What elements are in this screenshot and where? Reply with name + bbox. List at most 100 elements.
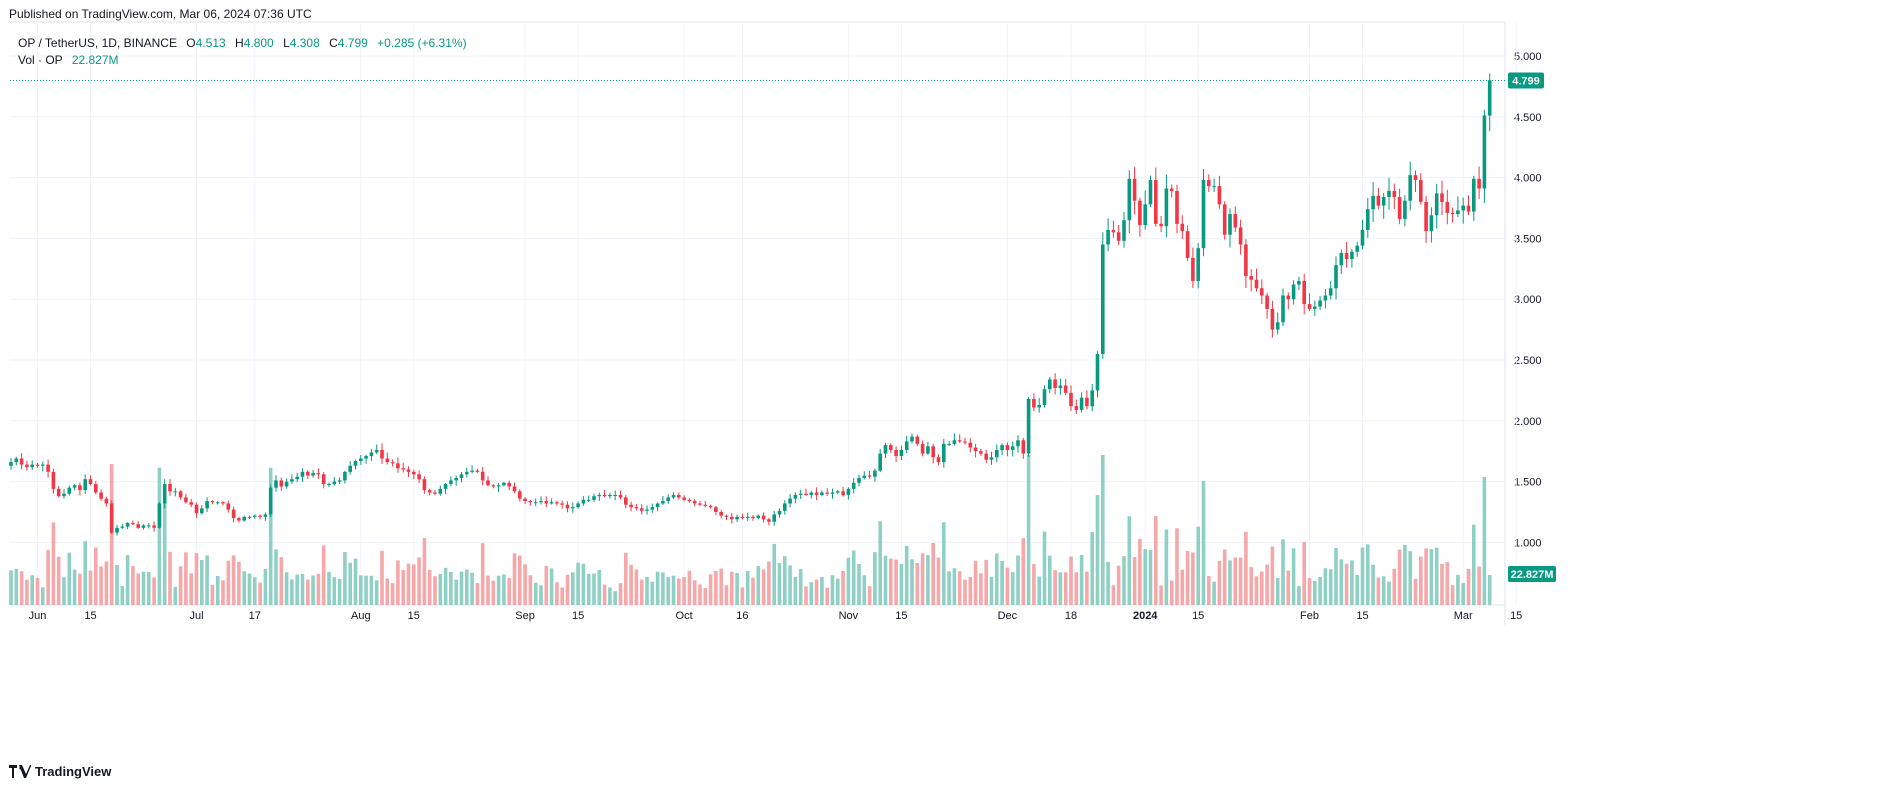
candle-body[interactable]: [168, 484, 172, 492]
candle-body[interactable]: [1122, 220, 1126, 241]
candle-body[interactable]: [1270, 308, 1275, 330]
candle-body[interactable]: [714, 507, 718, 512]
candle-body[interactable]: [125, 522, 130, 527]
candle-body[interactable]: [533, 502, 538, 504]
candle-body[interactable]: [1207, 180, 1211, 187]
candle-body[interactable]: [804, 493, 808, 495]
candle-body[interactable]: [995, 449, 999, 458]
candle-body[interactable]: [343, 471, 347, 481]
candle-body[interactable]: [295, 476, 299, 480]
candle-body[interactable]: [841, 491, 845, 495]
candle-body[interactable]: [1249, 276, 1253, 280]
candle-body[interactable]: [459, 474, 464, 478]
candle-body[interactable]: [215, 502, 220, 504]
candle-body[interactable]: [1032, 398, 1036, 408]
candle-body[interactable]: [152, 525, 156, 528]
candle-body[interactable]: [989, 457, 994, 460]
candle-body[interactable]: [173, 491, 178, 493]
candle-body[interactable]: [147, 525, 151, 527]
candle-body[interactable]: [9, 462, 13, 466]
candle-body[interactable]: [777, 510, 782, 515]
candle-body[interactable]: [581, 499, 586, 504]
candle-body[interactable]: [311, 473, 315, 476]
candle-body[interactable]: [851, 482, 856, 489]
candle-body[interactable]: [290, 479, 294, 482]
candle-body[interactable]: [253, 515, 257, 517]
candle-body[interactable]: [1127, 178, 1132, 221]
candle-body[interactable]: [237, 518, 241, 521]
candle-body[interactable]: [231, 509, 236, 519]
candle-body[interactable]: [1291, 284, 1296, 300]
candle-body[interactable]: [539, 501, 543, 503]
candle-body[interactable]: [857, 477, 861, 483]
candle-body[interactable]: [798, 493, 803, 495]
candle-body[interactable]: [62, 493, 66, 497]
candle-body[interactable]: [417, 474, 421, 480]
candle-body[interactable]: [608, 494, 612, 497]
candle-body[interactable]: [1440, 193, 1444, 202]
candle-body[interactable]: [401, 468, 405, 470]
candle-body[interactable]: [814, 492, 819, 495]
candle-body[interactable]: [1302, 280, 1306, 305]
candle-body[interactable]: [772, 514, 776, 522]
candle-body[interactable]: [1185, 231, 1190, 258]
candle-body[interactable]: [1021, 440, 1026, 454]
candle-body[interactable]: [867, 475, 872, 477]
candle-body[interactable]: [115, 527, 119, 533]
candle-body[interactable]: [1376, 195, 1381, 206]
candle-body[interactable]: [597, 494, 602, 497]
candle-body[interactable]: [279, 480, 284, 487]
candle-body[interactable]: [687, 499, 692, 502]
candle-body[interactable]: [1069, 392, 1073, 407]
candle-body[interactable]: [306, 471, 310, 476]
candle-body[interactable]: [422, 479, 427, 491]
candle-body[interactable]: [184, 497, 188, 503]
candle-body[interactable]: [332, 481, 337, 485]
candle-body[interactable]: [178, 491, 183, 498]
candle-body[interactable]: [353, 460, 358, 466]
candle-body[interactable]: [1403, 200, 1407, 219]
candle-body[interactable]: [99, 492, 103, 499]
candle-body[interactable]: [200, 508, 204, 514]
candle-body[interactable]: [544, 501, 549, 504]
candle-body[interactable]: [454, 477, 458, 481]
candle-body[interactable]: [327, 484, 331, 486]
candle-body[interactable]: [602, 494, 607, 497]
candle-body[interactable]: [1058, 385, 1063, 388]
candle-body[interactable]: [46, 464, 50, 472]
candle-body[interactable]: [1445, 201, 1450, 213]
candle-body[interactable]: [862, 475, 867, 478]
candle-body[interactable]: [412, 471, 416, 475]
candle-body[interactable]: [1313, 306, 1317, 309]
candle-body[interactable]: [904, 441, 909, 450]
candle-body[interactable]: [1413, 175, 1418, 181]
candle-body[interactable]: [677, 494, 681, 498]
candle-body[interactable]: [1143, 204, 1147, 226]
candle-body[interactable]: [1222, 204, 1227, 235]
candle-body[interactable]: [820, 492, 824, 495]
candle-body[interactable]: [836, 491, 840, 493]
candle-body[interactable]: [507, 482, 511, 487]
candle-body[interactable]: [936, 457, 941, 463]
candle-body[interactable]: [1111, 229, 1116, 233]
candle-body[interactable]: [104, 498, 109, 504]
candle-body[interactable]: [300, 471, 305, 477]
candle-body[interactable]: [385, 458, 390, 463]
candle-body[interactable]: [1472, 178, 1476, 212]
candle-body[interactable]: [1371, 195, 1375, 210]
candle-body[interactable]: [449, 480, 453, 485]
candle-body[interactable]: [889, 445, 893, 450]
candle-body[interactable]: [634, 507, 639, 509]
candle-body[interactable]: [443, 484, 448, 489]
candle-body[interactable]: [380, 449, 384, 459]
candle-body[interactable]: [1434, 193, 1439, 216]
candle-body[interactable]: [957, 440, 962, 442]
candle-body[interactable]: [242, 516, 246, 521]
candle-body[interactable]: [751, 516, 755, 519]
candle-body[interactable]: [1482, 115, 1487, 189]
candle-body[interactable]: [427, 490, 432, 493]
candle-body[interactable]: [1339, 252, 1344, 266]
candle-body[interactable]: [486, 480, 490, 486]
candle-body[interactable]: [1366, 209, 1370, 230]
